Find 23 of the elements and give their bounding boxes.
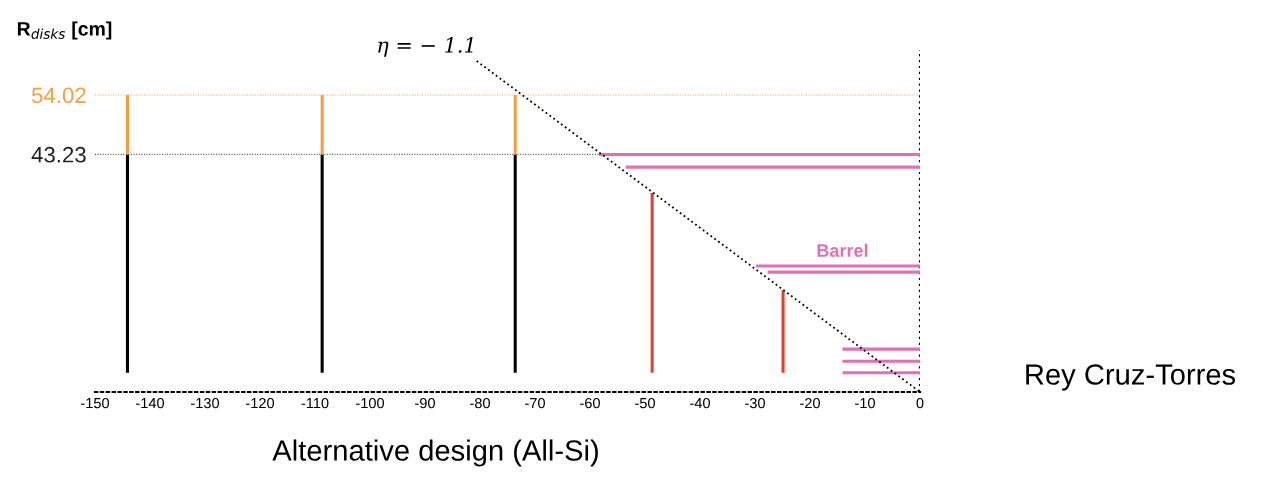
y-axis-title: R$_{disks}$ [cm] [17, 21, 112, 40]
annotation: η = − 1.1 [378, 37, 473, 57]
x-tick-label: -50 [635, 397, 655, 409]
y-tick-label: 54.02 [31, 87, 86, 104]
x-tick-label: -130 [191, 397, 220, 409]
x-tick-label: -120 [246, 397, 275, 409]
x-tick-label: -80 [470, 397, 490, 409]
x-tick-label: -100 [356, 397, 385, 409]
x-tick-label: -10 [855, 397, 875, 409]
x-tick-label: -110 [301, 397, 329, 409]
text: Rey Cruz-Torres [1026, 364, 1236, 391]
y-tick-label: 43.23 [31, 146, 86, 163]
x-tick-label: -140 [136, 397, 165, 409]
annotation: Barrel [817, 243, 868, 257]
x-tick-label: -90 [415, 397, 435, 409]
x-tick-label: -40 [690, 397, 710, 409]
x-tick-label: -60 [580, 397, 600, 409]
x-tick-label: -70 [525, 397, 545, 409]
x-tick-label: -20 [800, 397, 820, 409]
x-tick-label: -30 [745, 397, 765, 409]
x-tick-label: -150 [81, 397, 110, 409]
x-tick-label: 0 [916, 397, 924, 409]
text: Alternative design (All-Si) [272, 439, 598, 467]
